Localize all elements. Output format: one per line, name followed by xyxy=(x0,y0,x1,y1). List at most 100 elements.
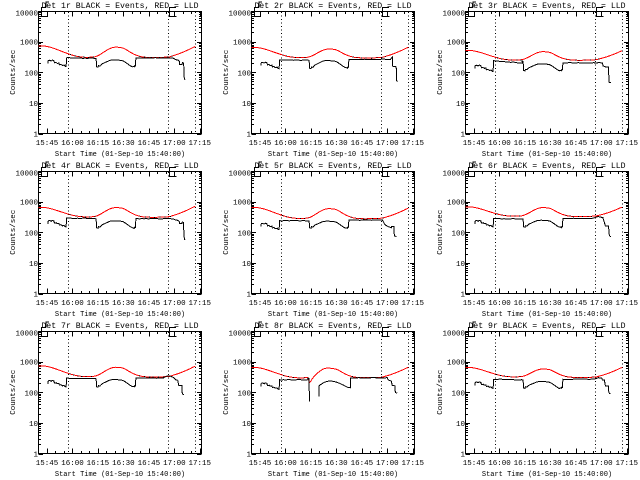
series-events-line xyxy=(254,167,260,177)
x-tick-label: 16:45 xyxy=(564,460,587,468)
y-tick-label: 10 xyxy=(29,101,39,109)
x-tick-label: 16:30 xyxy=(112,300,135,308)
x-axis-label: Start Time (01-Sep-10 15:40:00) xyxy=(268,151,398,159)
series-events-line xyxy=(258,321,263,328)
series-events-line xyxy=(474,60,611,84)
x-tick-label: 17:15 xyxy=(402,140,425,148)
series-events-line xyxy=(254,7,260,17)
panel-det-6r: Det 6r BLACK = Events, RED = LLD Start Ti… xyxy=(427,160,640,320)
x-tick-label: 16:45 xyxy=(564,300,587,308)
y-tick-label: 100 xyxy=(238,390,252,398)
x-tick-label: 16:45 xyxy=(138,300,161,308)
series-events-line xyxy=(168,7,176,17)
x-tick-label: 17:00 xyxy=(376,300,399,308)
x-tick-label: 16:15 xyxy=(300,140,323,148)
series-events-line xyxy=(382,327,390,337)
axes xyxy=(251,331,416,455)
chart-title: Det 3r BLACK = Events, RED = LLD xyxy=(468,2,625,11)
y-tick-label: 10 xyxy=(456,421,466,429)
y-tick-label: 10000 xyxy=(229,171,252,179)
panel-det-8r: Det 8r BLACK = Events, RED = LLD Start Ti… xyxy=(213,320,426,480)
x-tick-label: 16:00 xyxy=(61,300,84,308)
y-tick-label: 10 xyxy=(456,261,466,269)
x-axis-label: Start Time (01-Sep-10 15:40:00) xyxy=(55,151,185,159)
x-tick-label: 15:45 xyxy=(462,300,485,308)
series-events-line xyxy=(45,1,49,8)
x-tick-label: 15:45 xyxy=(462,460,485,468)
series-events xyxy=(40,1,186,81)
axes xyxy=(38,171,202,295)
chart-title: Det 2r BLACK = Events, RED = LLD xyxy=(255,2,412,11)
x-tick-label: 17:00 xyxy=(590,460,613,468)
axes xyxy=(251,171,416,295)
series-lld xyxy=(251,46,409,59)
axes xyxy=(464,11,629,135)
y-tick-label: 10000 xyxy=(15,171,38,179)
x-tick-label: 16:45 xyxy=(351,140,374,148)
series-events-line xyxy=(474,377,611,395)
y-axis-label: Counts/sec xyxy=(223,210,231,255)
series-events xyxy=(253,161,398,237)
y-axis-label: Counts/sec xyxy=(10,210,18,255)
y-tick-label: 10 xyxy=(29,421,39,429)
x-axis-label: Start Time (01-Sep-10 15:40:00) xyxy=(55,471,185,479)
series-events xyxy=(40,321,184,396)
chart-det-5r: Det 5r BLACK = Events, RED = LLD Start Ti… xyxy=(223,161,425,319)
series-lld-line xyxy=(465,206,623,218)
chart-det-6r: Det 6r BLACK = Events, RED = LLD Start Ti… xyxy=(437,161,638,319)
series-events-line xyxy=(472,1,476,8)
series-events-line xyxy=(258,1,263,8)
x-tick-label: 16:15 xyxy=(513,460,536,468)
x-tick-label: 15:45 xyxy=(462,140,485,148)
series-events-line xyxy=(47,375,184,396)
y-axis-label: Counts/sec xyxy=(437,50,445,95)
series-events-line xyxy=(168,167,176,177)
x-tick-label: 16:15 xyxy=(87,460,110,468)
x-tick-label: 17:15 xyxy=(189,460,212,468)
series-lld-line xyxy=(38,365,196,378)
x-tick-label: 16:00 xyxy=(488,300,511,308)
x-tick-label: 16:30 xyxy=(325,300,348,308)
x-tick-label: 17:00 xyxy=(163,300,186,308)
x-tick-label: 16:30 xyxy=(539,140,562,148)
y-tick-label: 100 xyxy=(238,230,252,238)
y-tick-label: 10000 xyxy=(15,331,38,339)
series-events-line xyxy=(474,216,611,237)
series-events-line xyxy=(45,321,49,328)
y-tick-label: 1000 xyxy=(233,40,252,48)
series-lld xyxy=(38,365,196,378)
y-tick-label: 1 xyxy=(247,292,252,300)
y-tick-label: 100 xyxy=(24,70,38,78)
x-tick-label: 17:00 xyxy=(163,460,186,468)
y-tick-label: 10000 xyxy=(15,11,38,19)
y-tick-label: 10 xyxy=(29,261,39,269)
y-tick-label: 1 xyxy=(460,132,465,140)
chart-title: Det 7r BLACK = Events, RED = LLD xyxy=(41,322,198,331)
series-events-line xyxy=(41,327,46,337)
x-tick-label: 16:30 xyxy=(325,460,348,468)
panel-det-9r: Det 9r BLACK = Events, RED = LLD Start Ti… xyxy=(427,320,640,480)
x-axis-label: Start Time (01-Sep-10 15:40:00) xyxy=(482,311,612,319)
chart-title: Det 5r BLACK = Events, RED = LLD xyxy=(255,162,412,171)
x-tick-label: 17:00 xyxy=(163,140,186,148)
x-tick-label: 16:15 xyxy=(513,140,536,148)
y-tick-label: 10 xyxy=(242,101,252,109)
series-lld xyxy=(465,366,623,379)
series-events-line xyxy=(47,57,186,81)
x-tick-label: 16:45 xyxy=(564,140,587,148)
axes xyxy=(251,11,416,135)
series-lld-line xyxy=(251,206,409,220)
series-lld xyxy=(38,45,196,59)
y-tick-label: 1000 xyxy=(447,360,466,368)
y-tick-label: 100 xyxy=(451,230,465,238)
series-events-line xyxy=(254,327,260,337)
y-tick-label: 10000 xyxy=(229,11,252,19)
panel-det-5r: Det 5r BLACK = Events, RED = LLD Start Ti… xyxy=(213,160,426,320)
y-tick-label: 1 xyxy=(33,452,38,460)
series-events xyxy=(466,321,611,395)
chart-det-2r: Det 2r BLACK = Events, RED = LLD Start Ti… xyxy=(223,1,425,159)
series-events xyxy=(466,1,611,84)
x-tick-label: 16:00 xyxy=(488,140,511,148)
